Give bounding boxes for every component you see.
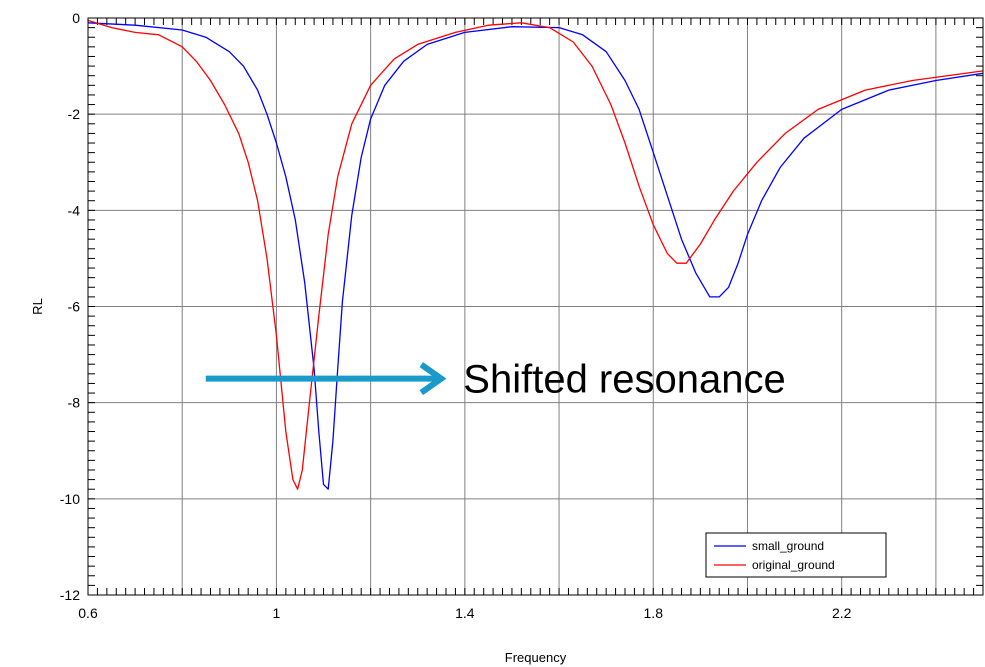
legend-label: small_ground bbox=[752, 539, 824, 553]
y-tick-label: 0 bbox=[72, 10, 80, 26]
annotation-text: Shifted resonance bbox=[463, 358, 785, 402]
y-tick-label: -12 bbox=[60, 587, 80, 603]
y-tick-label: -6 bbox=[68, 299, 81, 315]
legend: small_ground original_ground bbox=[705, 532, 887, 578]
x-tick-label: 1.4 bbox=[455, 605, 475, 621]
y-tick-labels: 0 -2 -4 -6 -8 -10 -12 bbox=[60, 10, 80, 603]
x-tick-labels: 0.6 1 1.4 1.8 2.2 bbox=[78, 605, 851, 621]
series-line-small_ground bbox=[87, 22, 984, 490]
x-tick-label: 2.2 bbox=[832, 605, 852, 621]
y-tick-label: -2 bbox=[68, 106, 81, 122]
series-layer bbox=[87, 19, 984, 490]
y-tick-label: -8 bbox=[68, 395, 81, 411]
plot-frame bbox=[87, 17, 984, 596]
annotation: Shifted resonance bbox=[205, 358, 786, 402]
minor-ticks bbox=[87, 17, 984, 596]
x-axis-title: Frequency bbox=[505, 650, 567, 665]
x-tick-label: 1.8 bbox=[644, 605, 664, 621]
y-tick-label: -4 bbox=[68, 202, 81, 218]
y-axis-title: RL bbox=[30, 298, 45, 315]
legend-box bbox=[705, 532, 887, 578]
y-tick-label: -10 bbox=[60, 491, 80, 507]
x-tick-label: 1 bbox=[273, 605, 281, 621]
series-line-original_ground bbox=[87, 19, 984, 490]
legend-label: original_ground bbox=[752, 558, 835, 572]
grid bbox=[88, 18, 983, 595]
x-tick-label: 0.6 bbox=[78, 605, 98, 621]
arrow-head bbox=[419, 362, 447, 396]
